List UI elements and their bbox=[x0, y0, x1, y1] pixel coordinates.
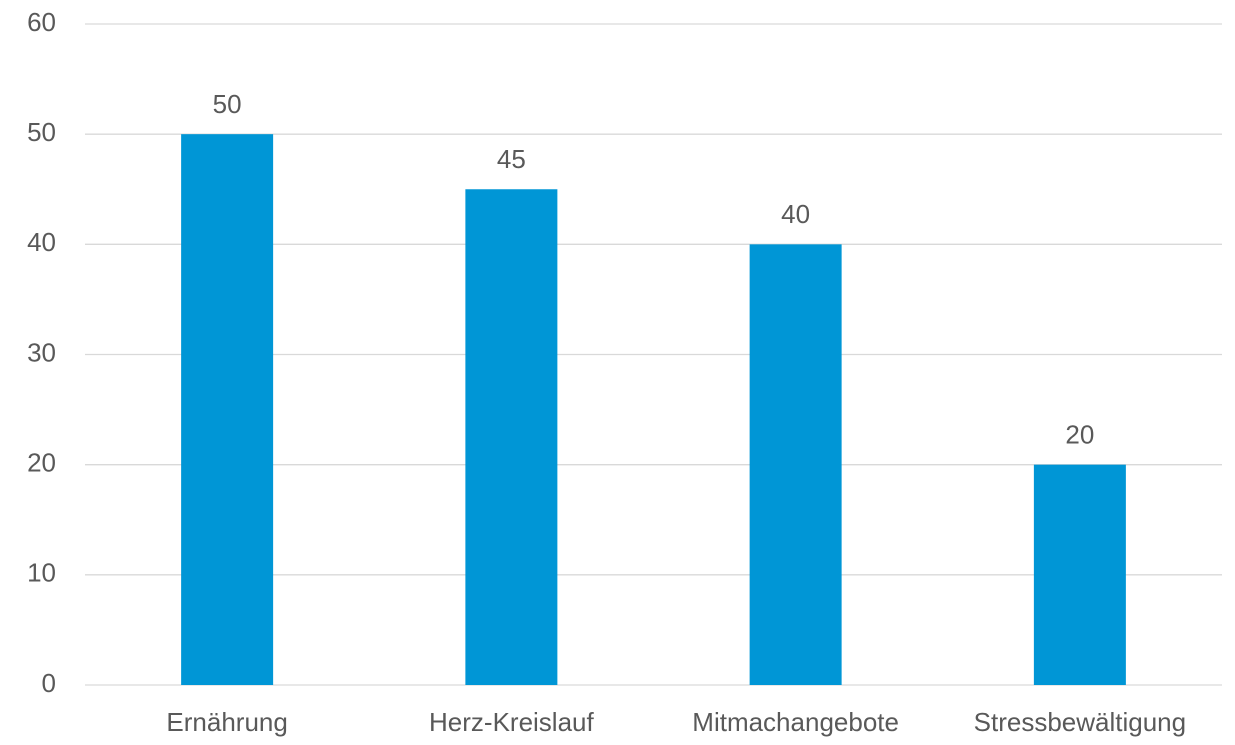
x-tick-label: Ernährung bbox=[166, 707, 287, 737]
y-tick-label: 40 bbox=[27, 227, 56, 257]
y-tick-label: 10 bbox=[27, 558, 56, 588]
bar bbox=[465, 189, 558, 685]
x-tick-label: Stressbewältigung bbox=[974, 707, 1186, 737]
y-tick-label: 0 bbox=[42, 668, 56, 698]
data-label: 50 bbox=[213, 89, 242, 119]
bar bbox=[181, 134, 274, 685]
x-tick-label: Herz-Kreislauf bbox=[429, 707, 594, 737]
bar bbox=[749, 244, 842, 686]
data-label: 40 bbox=[781, 199, 810, 229]
x-tick-label: Mitmachangebote bbox=[692, 707, 899, 737]
data-label: 45 bbox=[497, 144, 526, 174]
y-tick-label: 30 bbox=[27, 337, 56, 367]
data-label: 20 bbox=[1065, 420, 1094, 450]
y-tick-label: 50 bbox=[27, 117, 56, 147]
y-tick-label: 20 bbox=[27, 448, 56, 478]
bar bbox=[1033, 464, 1126, 685]
y-tick-label: 60 bbox=[27, 7, 56, 37]
